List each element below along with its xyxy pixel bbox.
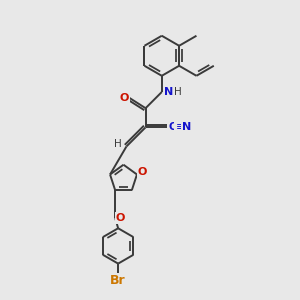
Text: N: N [164, 87, 173, 97]
Text: ≡: ≡ [175, 122, 185, 132]
Text: O: O [116, 213, 125, 223]
Text: C: C [168, 122, 176, 132]
Text: N: N [182, 122, 191, 132]
Text: O: O [119, 93, 129, 103]
Text: H: H [114, 139, 122, 148]
Text: O: O [138, 167, 147, 177]
Text: Br: Br [110, 274, 126, 287]
Text: H: H [174, 87, 182, 97]
